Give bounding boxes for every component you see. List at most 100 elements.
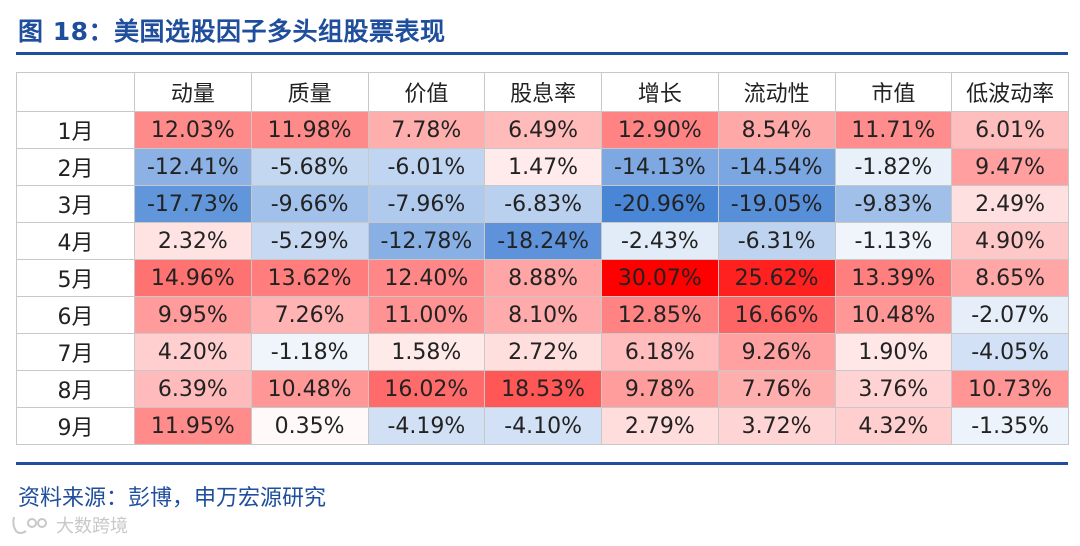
value-cell: 7.78% <box>367 111 486 149</box>
column-header: 低波动率 <box>951 72 1069 112</box>
column-header: 市值 <box>834 72 953 112</box>
factor-performance-table: 动量 质量 价值 股息率 增长 流动性 市值 低波动率 1月 12.03% 11.98% 7.78%… <box>16 72 1069 445</box>
value-cell: -14.13% <box>601 148 719 186</box>
value-cell: 1.90% <box>834 333 953 371</box>
table-corner-cell <box>16 72 135 112</box>
value-cell: -17.73% <box>134 185 252 223</box>
value-cell: -4.19% <box>367 407 486 445</box>
row-label: 4月 <box>16 222 135 260</box>
value-cell: 18.53% <box>484 370 602 408</box>
value-cell: -6.31% <box>717 222 836 260</box>
value-cell: -1.18% <box>250 333 369 371</box>
value-cell: 13.39% <box>834 259 953 297</box>
value-cell: -1.13% <box>834 222 953 260</box>
value-cell: -9.66% <box>250 185 369 223</box>
table-row: 3月 -17.73% -9.66% -7.96% -6.83% -20.96% -19.05… <box>16 185 1069 223</box>
row-label: 5月 <box>16 259 135 297</box>
table-row: 6月 9.95% 7.26% 11.00% 8.10% 12.85% 16.66% 10.48… <box>16 296 1069 334</box>
bottom-divider <box>16 462 1068 465</box>
value-cell: -9.83% <box>834 185 953 223</box>
column-header: 价值 <box>367 72 486 112</box>
value-cell: -2.43% <box>601 222 719 260</box>
value-cell: 6.01% <box>951 111 1069 149</box>
value-cell: 16.66% <box>717 296 836 334</box>
table-row: 7月 4.20% -1.18% 1.58% 2.72% 6.18% 9.26% 1.90% -4… <box>16 333 1069 371</box>
value-cell: -4.10% <box>484 407 602 445</box>
value-cell: 1.47% <box>484 148 602 186</box>
value-cell: -6.01% <box>367 148 486 186</box>
value-cell: 11.98% <box>250 111 369 149</box>
value-cell: 1.58% <box>367 333 486 371</box>
source-note: 资料来源：彭博，申万宏源研究 <box>18 486 327 511</box>
value-cell: 12.03% <box>134 111 252 149</box>
value-cell: 9.26% <box>717 333 836 371</box>
value-cell: 8.65% <box>951 259 1069 297</box>
value-cell: 9.78% <box>601 370 719 408</box>
row-label: 3月 <box>16 185 135 223</box>
value-cell: -1.82% <box>834 148 953 186</box>
value-cell: 6.49% <box>484 111 602 149</box>
value-cell: -7.96% <box>367 185 486 223</box>
value-cell: 14.96% <box>134 259 252 297</box>
value-cell: -12.41% <box>134 148 252 186</box>
value-cell: 12.85% <box>601 296 719 334</box>
watermark-logo-icon <box>12 516 47 534</box>
value-cell: 11.00% <box>367 296 486 334</box>
row-label: 6月 <box>16 296 135 334</box>
value-cell: -6.83% <box>484 185 602 223</box>
table-header-row: 动量 质量 价值 股息率 增长 流动性 市值 低波动率 <box>16 72 1069 112</box>
column-header: 流动性 <box>717 72 836 112</box>
value-cell: -18.24% <box>484 222 602 260</box>
table-row: 2月 -12.41% -5.68% -6.01% 1.47% -14.13% -14.54%… <box>16 148 1069 186</box>
value-cell: 6.18% <box>601 333 719 371</box>
column-header: 增长 <box>601 72 719 112</box>
value-cell: 2.49% <box>951 185 1069 223</box>
value-cell: -1.35% <box>951 407 1069 445</box>
page-title: 图 18：美国选股因子多头组股票表现 <box>18 17 446 46</box>
table-row: 8月 6.39% 10.48% 16.02% 18.53% 9.78% 7.76% 3.76%… <box>16 370 1069 408</box>
value-cell: 8.54% <box>717 111 836 149</box>
value-cell: 11.95% <box>134 407 252 445</box>
value-cell: 11.71% <box>834 111 953 149</box>
value-cell: 4.90% <box>951 222 1069 260</box>
table-body: 1月 12.03% 11.98% 7.78% 6.49% 12.90% 8.54% 11.71… <box>16 111 1069 445</box>
row-label: 1月 <box>16 111 135 149</box>
value-cell: 12.40% <box>367 259 486 297</box>
value-cell: 10.48% <box>250 370 369 408</box>
value-cell: 8.10% <box>484 296 602 334</box>
value-cell: -20.96% <box>601 185 719 223</box>
value-cell: 2.79% <box>601 407 719 445</box>
row-label: 8月 <box>16 370 135 408</box>
watermark: 大数跨境 <box>10 512 128 538</box>
value-cell: 25.62% <box>717 259 836 297</box>
row-label: 2月 <box>16 148 135 186</box>
table-row: 9月 11.95% 0.35% -4.19% -4.10% 2.79% 3.72% 4.32%… <box>16 407 1069 445</box>
value-cell: -4.05% <box>951 333 1069 371</box>
value-cell: 4.20% <box>134 333 252 371</box>
value-cell: -14.54% <box>717 148 836 186</box>
value-cell: 16.02% <box>367 370 486 408</box>
value-cell: -2.07% <box>951 296 1069 334</box>
value-cell: -19.05% <box>717 185 836 223</box>
column-header: 质量 <box>250 72 369 112</box>
value-cell: 7.76% <box>717 370 836 408</box>
title-divider <box>16 52 1068 55</box>
value-cell: 10.48% <box>834 296 953 334</box>
value-cell: 3.72% <box>717 407 836 445</box>
factor-performance-table-container: 动量 质量 价值 股息率 增长 流动性 市值 低波动率 1月 12.03% 11.98% 7.78%… <box>16 72 1069 445</box>
value-cell: 12.90% <box>601 111 719 149</box>
value-cell: 10.73% <box>951 370 1069 408</box>
table-row: 1月 12.03% 11.98% 7.78% 6.49% 12.90% 8.54% 11.71… <box>16 111 1069 149</box>
value-cell: 30.07% <box>601 259 719 297</box>
column-header: 股息率 <box>484 72 602 112</box>
watermark-text: 大数跨境 <box>56 516 128 537</box>
table-row: 5月 14.96% 13.62% 12.40% 8.88% 30.07% 25.62% 13.… <box>16 259 1069 297</box>
value-cell: -5.68% <box>250 148 369 186</box>
value-cell: 2.32% <box>134 222 252 260</box>
row-label: 9月 <box>16 407 135 445</box>
value-cell: 3.76% <box>834 370 953 408</box>
row-label: 7月 <box>16 333 135 371</box>
value-cell: 9.47% <box>951 148 1069 186</box>
value-cell: 9.95% <box>134 296 252 334</box>
value-cell: -5.29% <box>250 222 369 260</box>
